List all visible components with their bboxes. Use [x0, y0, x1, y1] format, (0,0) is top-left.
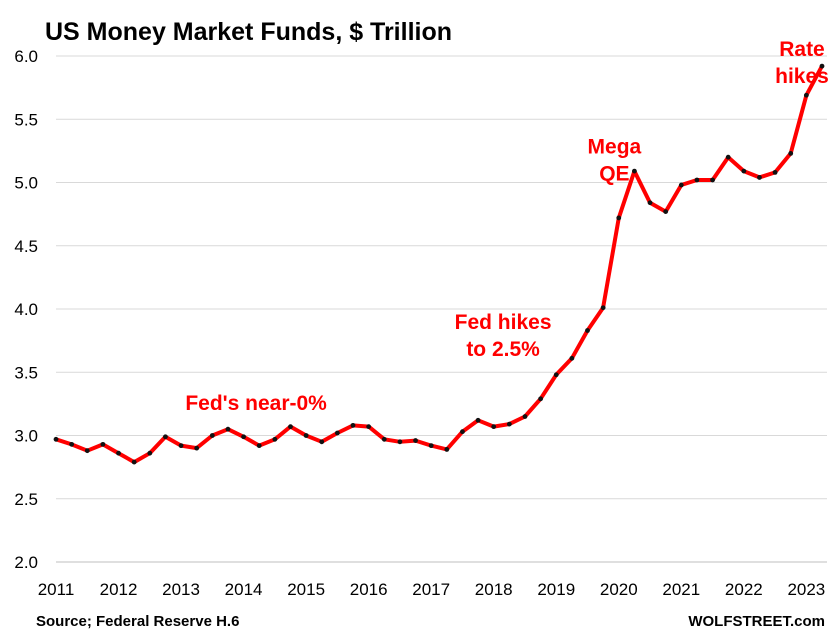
data-point: [69, 441, 75, 447]
x-tick-label: 2012: [100, 580, 138, 599]
data-point: [538, 396, 544, 402]
data-point: [428, 443, 434, 449]
annotations: Fed's near-0% Fed hikes to 2.5% Mega QE Rate h…: [185, 38, 829, 415]
data-points: [53, 63, 825, 465]
data-point: [241, 434, 246, 440]
data-point: [772, 169, 778, 175]
data-point: [303, 433, 309, 438]
annotation-line: Fed's near-0%: [185, 392, 327, 415]
data-point: [381, 436, 387, 442]
data-point: [413, 438, 418, 443]
data-point: [209, 433, 215, 438]
data-point: [803, 92, 809, 98]
data-point: [397, 439, 403, 445]
data-point: [84, 448, 90, 454]
x-tick-label: 2016: [350, 580, 388, 599]
data-point: [506, 421, 512, 427]
x-tick-label: 2013: [162, 580, 200, 599]
x-tick-label: 2019: [537, 580, 575, 599]
data-point: [757, 175, 762, 180]
data-point: [256, 443, 262, 449]
data-point: [131, 459, 137, 465]
data-point: [444, 447, 450, 452]
annotation-line: to 2.5%: [466, 338, 540, 361]
x-tick-label: 2017: [412, 580, 450, 599]
annotation-1: Fed hikes to 2.5%: [455, 311, 552, 361]
brand-label: WOLFSTREET.com: [688, 613, 825, 630]
data-point: [616, 215, 622, 221]
data-point: [147, 450, 153, 456]
x-tick-label: 2011: [38, 580, 75, 599]
data-point: [819, 63, 825, 69]
annotation-line: QE: [599, 162, 629, 185]
y-tick-label: 5.0: [14, 174, 38, 193]
data-point: [288, 424, 293, 430]
y-tick-label: 5.5: [14, 110, 38, 129]
data-point: [366, 424, 372, 430]
annotation-2: Mega QE: [588, 135, 642, 185]
data-point: [116, 450, 121, 456]
data-point: [725, 154, 731, 160]
x-axis-tick-labels: 2011 2012 2013 2014 2015 2016 2017 2018 2019 2020…: [38, 580, 826, 599]
annotation-line: hikes: [775, 65, 829, 88]
x-tick-label: 2015: [287, 580, 325, 599]
data-point: [319, 439, 325, 445]
x-tick-label: 2014: [225, 580, 263, 599]
data-point: [632, 168, 637, 174]
y-tick-label: 2.0: [14, 553, 38, 572]
data-point: [585, 328, 590, 333]
data-point: [600, 305, 606, 311]
data-point: [647, 200, 653, 206]
gridlines: [56, 55, 827, 563]
data-point: [788, 151, 794, 156]
y-tick-label: 4.5: [14, 237, 38, 256]
y-tick-label: 3.0: [14, 427, 38, 446]
annotation-line: Rate: [779, 38, 825, 61]
annotation-line: Fed hikes: [455, 311, 552, 334]
data-point: [194, 445, 200, 451]
x-tick-label: 2022: [725, 580, 763, 599]
data-point: [178, 443, 184, 449]
series-line-0: [54, 64, 824, 465]
data-point: [491, 424, 497, 430]
annotation-0: Fed's near-0%: [185, 392, 327, 415]
x-tick-label: 2023: [787, 580, 825, 599]
data-point: [741, 168, 747, 174]
series-line-group: [54, 64, 824, 465]
data-point: [460, 429, 465, 435]
data-point: [225, 426, 231, 432]
data-point: [350, 422, 356, 428]
data-point: [53, 436, 59, 442]
data-point: [475, 417, 481, 423]
x-tick-label: 2020: [600, 580, 638, 599]
y-tick-label: 6.0: [14, 47, 38, 66]
data-point: [569, 355, 575, 361]
data-point: [663, 209, 669, 214]
x-tick-label: 2021: [662, 580, 700, 599]
data-point: [678, 182, 684, 188]
data-point: [522, 414, 528, 419]
annotation-line: Mega: [588, 135, 642, 158]
y-tick-label: 3.5: [14, 363, 38, 382]
data-point: [710, 177, 715, 183]
y-tick-label: 2.5: [14, 490, 38, 509]
y-tick-label: 4.0: [14, 300, 38, 319]
data-point: [553, 372, 559, 378]
annotation-3: Rate hikes: [775, 38, 829, 88]
data-point: [694, 177, 700, 183]
x-tick-label: 2018: [475, 580, 513, 599]
y-axis-tick-labels: 2.0 2.5 3.0 3.5 4.0 4.5 5.0 5.5 6.0: [14, 47, 38, 572]
data-point: [272, 436, 278, 442]
data-point: [334, 430, 340, 436]
source-label: Source; Federal Reserve H.6: [36, 613, 239, 630]
data-point: [100, 441, 106, 447]
chart-title: US Money Market Funds, $ Trillion: [45, 18, 452, 46]
data-point: [163, 434, 168, 440]
